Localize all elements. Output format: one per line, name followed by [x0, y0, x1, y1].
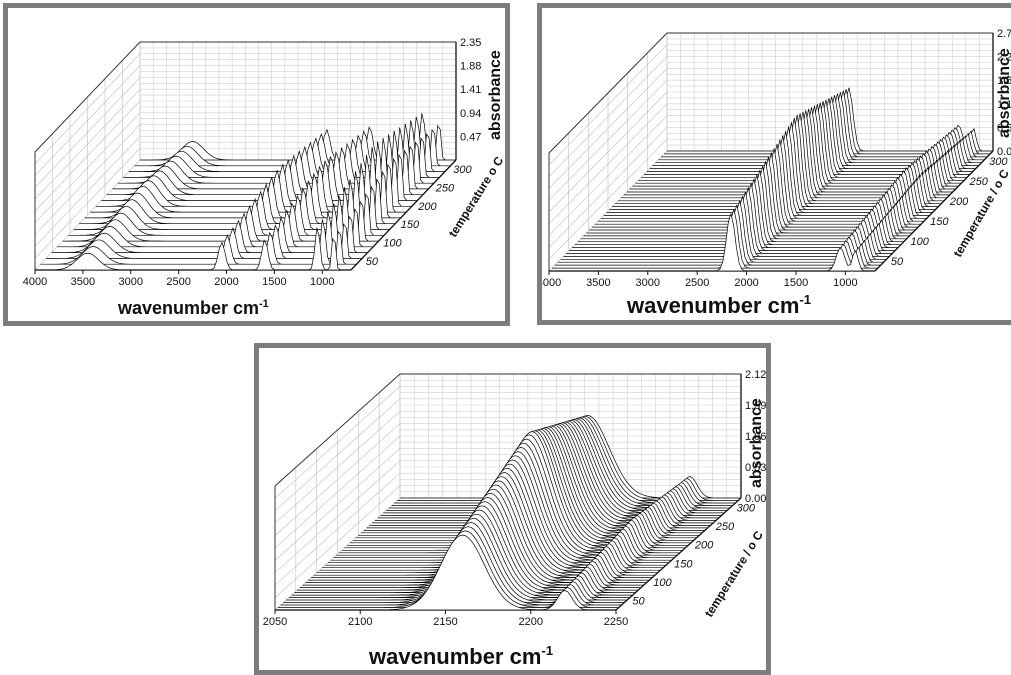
z-tick-label: 0.94: [460, 108, 481, 120]
waterfall-chart-2: 4000350030002500200015001000501001502002…: [542, 28, 1011, 318]
x-tick-label: 2500: [166, 276, 190, 288]
x-tick-label: 1000: [833, 277, 857, 289]
x-tick-label: 2000: [214, 276, 238, 288]
y-tick-label: 300: [737, 502, 756, 514]
z-tick-label: 0.47: [460, 131, 481, 143]
x-tick-label: 2150: [433, 616, 457, 628]
waterfall-chart-3: 2050 2100 2150 2200 2250 50 1001502002503000.0…: [263, 369, 766, 669]
z-tick-label: 2.12: [745, 369, 766, 381]
x-tick-label: 3000: [119, 276, 143, 288]
z-tick-label: 1.88: [460, 61, 481, 73]
y-axis-line: [615, 497, 742, 611]
y-axis-line: [874, 150, 994, 272]
z-tick-label: 0.00: [997, 146, 1011, 158]
z-axis-title: absorbance: [748, 398, 765, 488]
x-axis-title: wavenumber cm-1: [626, 292, 811, 318]
x-tick-label: 4000: [23, 276, 47, 288]
chart-panel-3: 2050 2100 2150 2200 2250 50 100 150 200 250 300 0.0…: [254, 343, 771, 675]
y-tick-label: 250: [969, 176, 989, 188]
x-tick-label: 2200: [519, 616, 543, 628]
y-tick-label: 50: [366, 256, 379, 268]
x-tick-label: 1500: [784, 277, 808, 289]
y-axis-line: [350, 159, 457, 271]
z-tick-label: 1.65: [997, 75, 1011, 87]
x-tick-label: 1000: [310, 276, 334, 288]
y-tick-label: 200: [417, 201, 437, 213]
z-axis-title: absorbance: [487, 50, 504, 140]
y-tick-label: 150: [674, 558, 693, 570]
y-tick-label: 150: [930, 216, 949, 228]
z-tick-label: 2.75: [997, 28, 1011, 40]
z-tick-label: 1.41: [460, 84, 481, 96]
z-tick-label: 2.20: [997, 52, 1011, 64]
y-tick-label: 250: [435, 183, 455, 195]
y-tick-label: 200: [949, 196, 969, 208]
z-tick-label: 1.10: [997, 99, 1011, 111]
z-tick-label: 0.00: [745, 493, 766, 505]
side-wall-grid: [274, 373, 401, 611]
waterfall-chart-1: 4000 3500 3000 2500 2000 1500 1000 50 100 150 200 2…: [23, 37, 505, 318]
y-tick-label: 200: [694, 540, 714, 552]
y-tick-label: 50: [632, 596, 645, 608]
y-tick-label: 300: [989, 156, 1008, 168]
y-tick-label: 100: [653, 577, 672, 589]
y-tick-label: 50: [891, 256, 904, 268]
y-tick-label: 100: [383, 238, 402, 250]
x-tick-label: 2000: [734, 277, 758, 289]
spectrum-trace-3: [46, 211, 363, 259]
chart-panel-1: 4000 3500 3000 2500 2000 1500 1000 50 100 150 200 2…: [3, 3, 510, 326]
x-tick-label: 4000: [542, 277, 561, 289]
z-tick-label: 0.55: [997, 122, 1011, 134]
x-axis-title: wavenumber cm-1: [117, 298, 269, 318]
spectrum-trace-1: [549, 213, 875, 272]
spectrum-trace-1: [35, 227, 351, 271]
x-tick-label: 3000: [636, 277, 660, 289]
spectrum-trace-2: [40, 219, 357, 265]
y-tick-label: 300: [453, 164, 472, 176]
y-tick-label: 150: [401, 219, 420, 231]
z-tick-label: 1.06: [745, 431, 766, 443]
z-tick-label: 0.53: [745, 462, 766, 474]
y-tick-label: 250: [715, 521, 735, 533]
x-tick-label: 3500: [586, 277, 610, 289]
spectrum-trace-1: [275, 534, 616, 611]
z-tick-label: 2.35: [460, 37, 481, 49]
z-tick-label: 1.59: [745, 400, 766, 412]
x-tick-label: 1500: [262, 276, 286, 288]
y-tick-label: 100: [911, 236, 930, 248]
x-tick-label: 2050: [263, 616, 287, 628]
x-tick-label: 2100: [348, 616, 372, 628]
side-wall-grid: [548, 32, 668, 272]
x-axis-title: wavenumber cm-1: [368, 643, 553, 669]
chart-panel-2: 4000350030002500200015001000501001502002…: [537, 3, 1011, 325]
z-axis-title: absorbance: [996, 48, 1011, 138]
x-tick-label: 3500: [71, 276, 95, 288]
x-tick-label: 2250: [604, 616, 628, 628]
spectrum-trace-5: [560, 196, 887, 260]
x-tick-label: 2500: [685, 277, 709, 289]
